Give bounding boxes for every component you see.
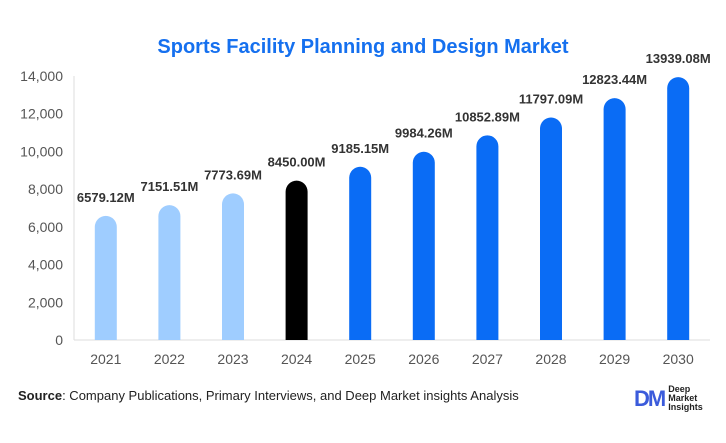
x-tick-label: 2030 (663, 351, 694, 367)
data-label: 10852.89M (455, 109, 520, 124)
source-note: Source: Company Publications, Primary In… (18, 388, 519, 403)
bar-2030 (667, 77, 690, 340)
data-label: 12823.44M (582, 72, 647, 87)
logo-line: Market (668, 393, 698, 403)
source-text: : Company Publications, Primary Intervie… (62, 388, 519, 403)
logo-line: Deep (668, 384, 691, 394)
y-tick-label: 14,000 (20, 68, 63, 84)
x-tick-label: 2023 (217, 351, 248, 367)
chart-title: Sports Facility Planning and Design Mark… (157, 36, 569, 58)
x-tick-label: 2024 (281, 351, 312, 367)
logo: DM Deep Market Insights (634, 385, 703, 412)
y-tick-label: 8,000 (28, 181, 63, 197)
x-tick-label: 2022 (154, 351, 185, 367)
bar-2026 (412, 151, 435, 340)
data-label: 7773.69M (204, 167, 262, 182)
data-label: 6579.12M (77, 190, 135, 205)
y-tick-label: 0 (55, 332, 63, 348)
x-tick-label: 2029 (599, 351, 630, 367)
source-label: Source (18, 388, 63, 403)
bar-2025 (349, 166, 372, 340)
x-tick-label: 2027 (472, 351, 503, 367)
bar-2022 (158, 205, 181, 340)
x-tick-label: 2025 (345, 351, 376, 367)
y-tick-label: 4,000 (28, 257, 63, 273)
x-tick-label: 2026 (408, 351, 439, 367)
logo-line: Insights (668, 402, 703, 412)
bar-2023 (222, 193, 244, 340)
data-label: 8450.00M (268, 155, 326, 170)
data-label: 9984.26M (395, 126, 453, 141)
y-tick-label: 12,000 (20, 106, 63, 122)
data-label: 13939.08M (646, 51, 711, 66)
y-tick-label: 6,000 (28, 219, 63, 235)
logo-mark: DM (634, 385, 666, 411)
bar-2028 (540, 117, 562, 341)
bar-2029 (603, 98, 626, 341)
x-tick-label: 2021 (90, 351, 121, 367)
data-label: 9185.15M (331, 141, 389, 156)
bar-2021 (94, 215, 117, 340)
y-tick-label: 10,000 (20, 143, 63, 159)
x-tick-label: 2028 (535, 351, 566, 367)
y-tick-label: 2,000 (28, 294, 63, 310)
bar-2027 (476, 135, 499, 340)
bar-2024 (285, 180, 308, 340)
data-label: 7151.51M (140, 179, 198, 194)
data-label: 11797.09M (519, 92, 583, 107)
